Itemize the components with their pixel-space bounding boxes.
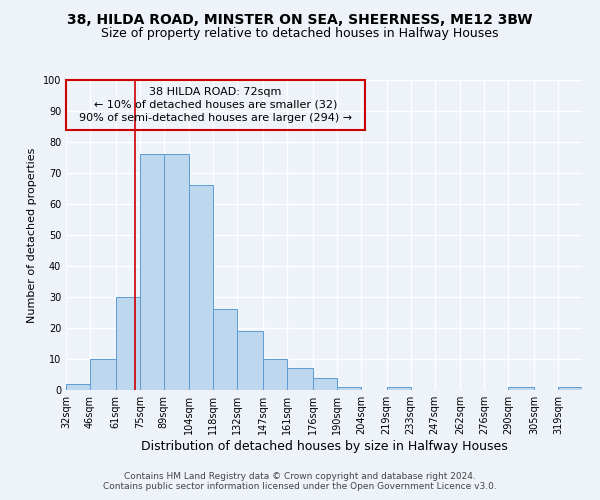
Bar <box>313 378 337 390</box>
Bar <box>386 387 410 390</box>
Y-axis label: Number of detached properties: Number of detached properties <box>27 148 37 322</box>
Bar <box>90 359 116 390</box>
Bar <box>190 186 214 390</box>
Text: Contains HM Land Registry data © Crown copyright and database right 2024.: Contains HM Land Registry data © Crown c… <box>124 472 476 481</box>
Bar <box>116 297 140 390</box>
Text: Size of property relative to detached houses in Halfway Houses: Size of property relative to detached ho… <box>101 28 499 40</box>
Bar <box>337 387 361 390</box>
Text: Contains public sector information licensed under the Open Government Licence v3: Contains public sector information licen… <box>103 482 497 491</box>
Bar <box>508 387 534 390</box>
Bar <box>558 387 582 390</box>
Bar <box>287 368 313 390</box>
Bar <box>263 359 287 390</box>
Text: 38, HILDA ROAD, MINSTER ON SEA, SHEERNESS, ME12 3BW: 38, HILDA ROAD, MINSTER ON SEA, SHEERNES… <box>67 12 533 26</box>
Bar <box>164 154 190 390</box>
Bar <box>140 154 164 390</box>
Bar <box>214 310 238 390</box>
Text: 38 HILDA ROAD: 72sqm
← 10% of detached houses are smaller (32)
90% of semi-detac: 38 HILDA ROAD: 72sqm ← 10% of detached h… <box>79 86 352 123</box>
Bar <box>238 331 263 390</box>
Bar <box>66 384 90 390</box>
X-axis label: Distribution of detached houses by size in Halfway Houses: Distribution of detached houses by size … <box>140 440 508 453</box>
